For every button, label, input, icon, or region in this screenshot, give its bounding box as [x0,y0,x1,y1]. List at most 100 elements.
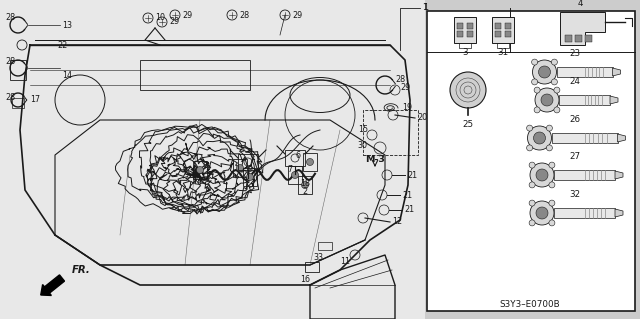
Text: 20: 20 [417,114,427,122]
Bar [492,17,514,43]
Text: 28: 28 [5,93,15,101]
Bar [288,166,302,184]
Text: 3: 3 [462,48,468,57]
Text: 18: 18 [300,179,310,188]
Circle shape [450,72,486,108]
Bar [454,17,476,43]
Text: 5: 5 [239,145,244,154]
Bar [495,31,501,37]
Bar [363,110,418,155]
Bar [457,31,463,37]
Bar [559,95,610,105]
Bar [285,150,305,166]
Text: 13: 13 [62,20,72,29]
Bar [457,23,463,29]
Text: 29: 29 [292,11,302,19]
Bar [554,170,615,180]
Text: 29: 29 [400,83,410,92]
Text: 23: 23 [570,49,580,58]
Text: 9: 9 [248,166,253,174]
Bar [305,262,319,272]
Circle shape [547,145,552,151]
Text: 29: 29 [169,18,179,26]
Text: 21: 21 [407,170,417,180]
Polygon shape [610,96,618,104]
Text: 28: 28 [5,57,15,66]
Text: 14: 14 [62,70,72,79]
Text: S3Y3–E0700B: S3Y3–E0700B [500,300,560,309]
Bar [0,0,425,319]
Text: 10: 10 [155,13,165,23]
Bar [505,23,511,29]
Bar [565,35,572,42]
Text: 31: 31 [497,48,509,57]
Text: 21: 21 [404,205,414,214]
Bar [238,154,258,170]
Text: 21: 21 [402,190,412,199]
Text: 1: 1 [423,4,428,12]
Bar [495,23,501,29]
Circle shape [541,94,553,106]
Circle shape [554,107,560,113]
Text: 32: 32 [570,190,580,199]
Circle shape [527,125,532,131]
Bar [140,60,250,90]
Bar [303,153,317,171]
Bar [575,35,582,42]
Text: 2: 2 [303,188,308,197]
Bar [193,161,207,179]
Circle shape [529,162,535,168]
Circle shape [532,60,557,84]
Circle shape [552,59,557,65]
Circle shape [527,145,532,151]
Text: 7: 7 [287,166,292,174]
Bar [10,60,26,80]
Text: 26: 26 [570,115,580,124]
Bar [554,208,615,218]
Circle shape [529,182,535,188]
Circle shape [530,163,554,187]
Bar [243,168,257,186]
Polygon shape [618,134,625,142]
Circle shape [527,126,552,150]
Text: 8: 8 [202,160,207,169]
Circle shape [291,172,298,179]
Circle shape [532,79,538,85]
Text: 16: 16 [300,276,310,285]
Bar [467,23,473,29]
Text: 27: 27 [570,152,580,161]
Circle shape [536,207,548,219]
Circle shape [549,200,555,206]
Circle shape [549,220,555,226]
Text: M-3: M-3 [365,155,385,165]
Circle shape [549,162,555,168]
FancyArrow shape [41,275,65,295]
Text: 29: 29 [182,11,192,19]
Circle shape [552,79,557,85]
Circle shape [534,132,545,144]
Circle shape [196,167,204,174]
Bar [585,35,592,42]
Text: 12: 12 [392,218,402,226]
Text: 33: 33 [313,254,323,263]
Text: 28: 28 [239,11,249,19]
Text: 22: 22 [57,41,67,49]
Text: FR.: FR. [72,265,91,275]
Circle shape [246,174,253,181]
Circle shape [538,66,550,78]
Text: 15: 15 [358,125,368,135]
Bar [427,11,635,311]
Bar [318,242,332,250]
Text: 24: 24 [570,77,580,86]
Bar [557,67,612,77]
Circle shape [530,201,554,225]
Polygon shape [612,68,621,76]
Text: 28: 28 [395,76,405,85]
Circle shape [529,200,535,206]
Text: 11: 11 [340,257,350,266]
Circle shape [547,125,552,131]
Circle shape [534,87,540,93]
Text: 6: 6 [296,151,301,160]
Circle shape [536,169,548,181]
Circle shape [301,182,308,189]
